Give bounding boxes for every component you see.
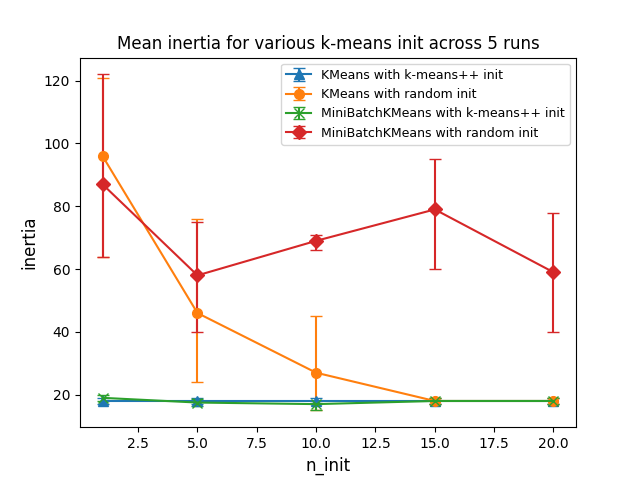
Title: Mean inertia for various k-means init across 5 runs: Mean inertia for various k-means init ac… bbox=[116, 35, 540, 53]
Legend: KMeans with k-means++ init, KMeans with random init, MiniBatchKMeans with k-mean: KMeans with k-means++ init, KMeans with … bbox=[281, 64, 570, 144]
X-axis label: n_init: n_init bbox=[305, 456, 351, 475]
Y-axis label: inertia: inertia bbox=[20, 216, 38, 269]
